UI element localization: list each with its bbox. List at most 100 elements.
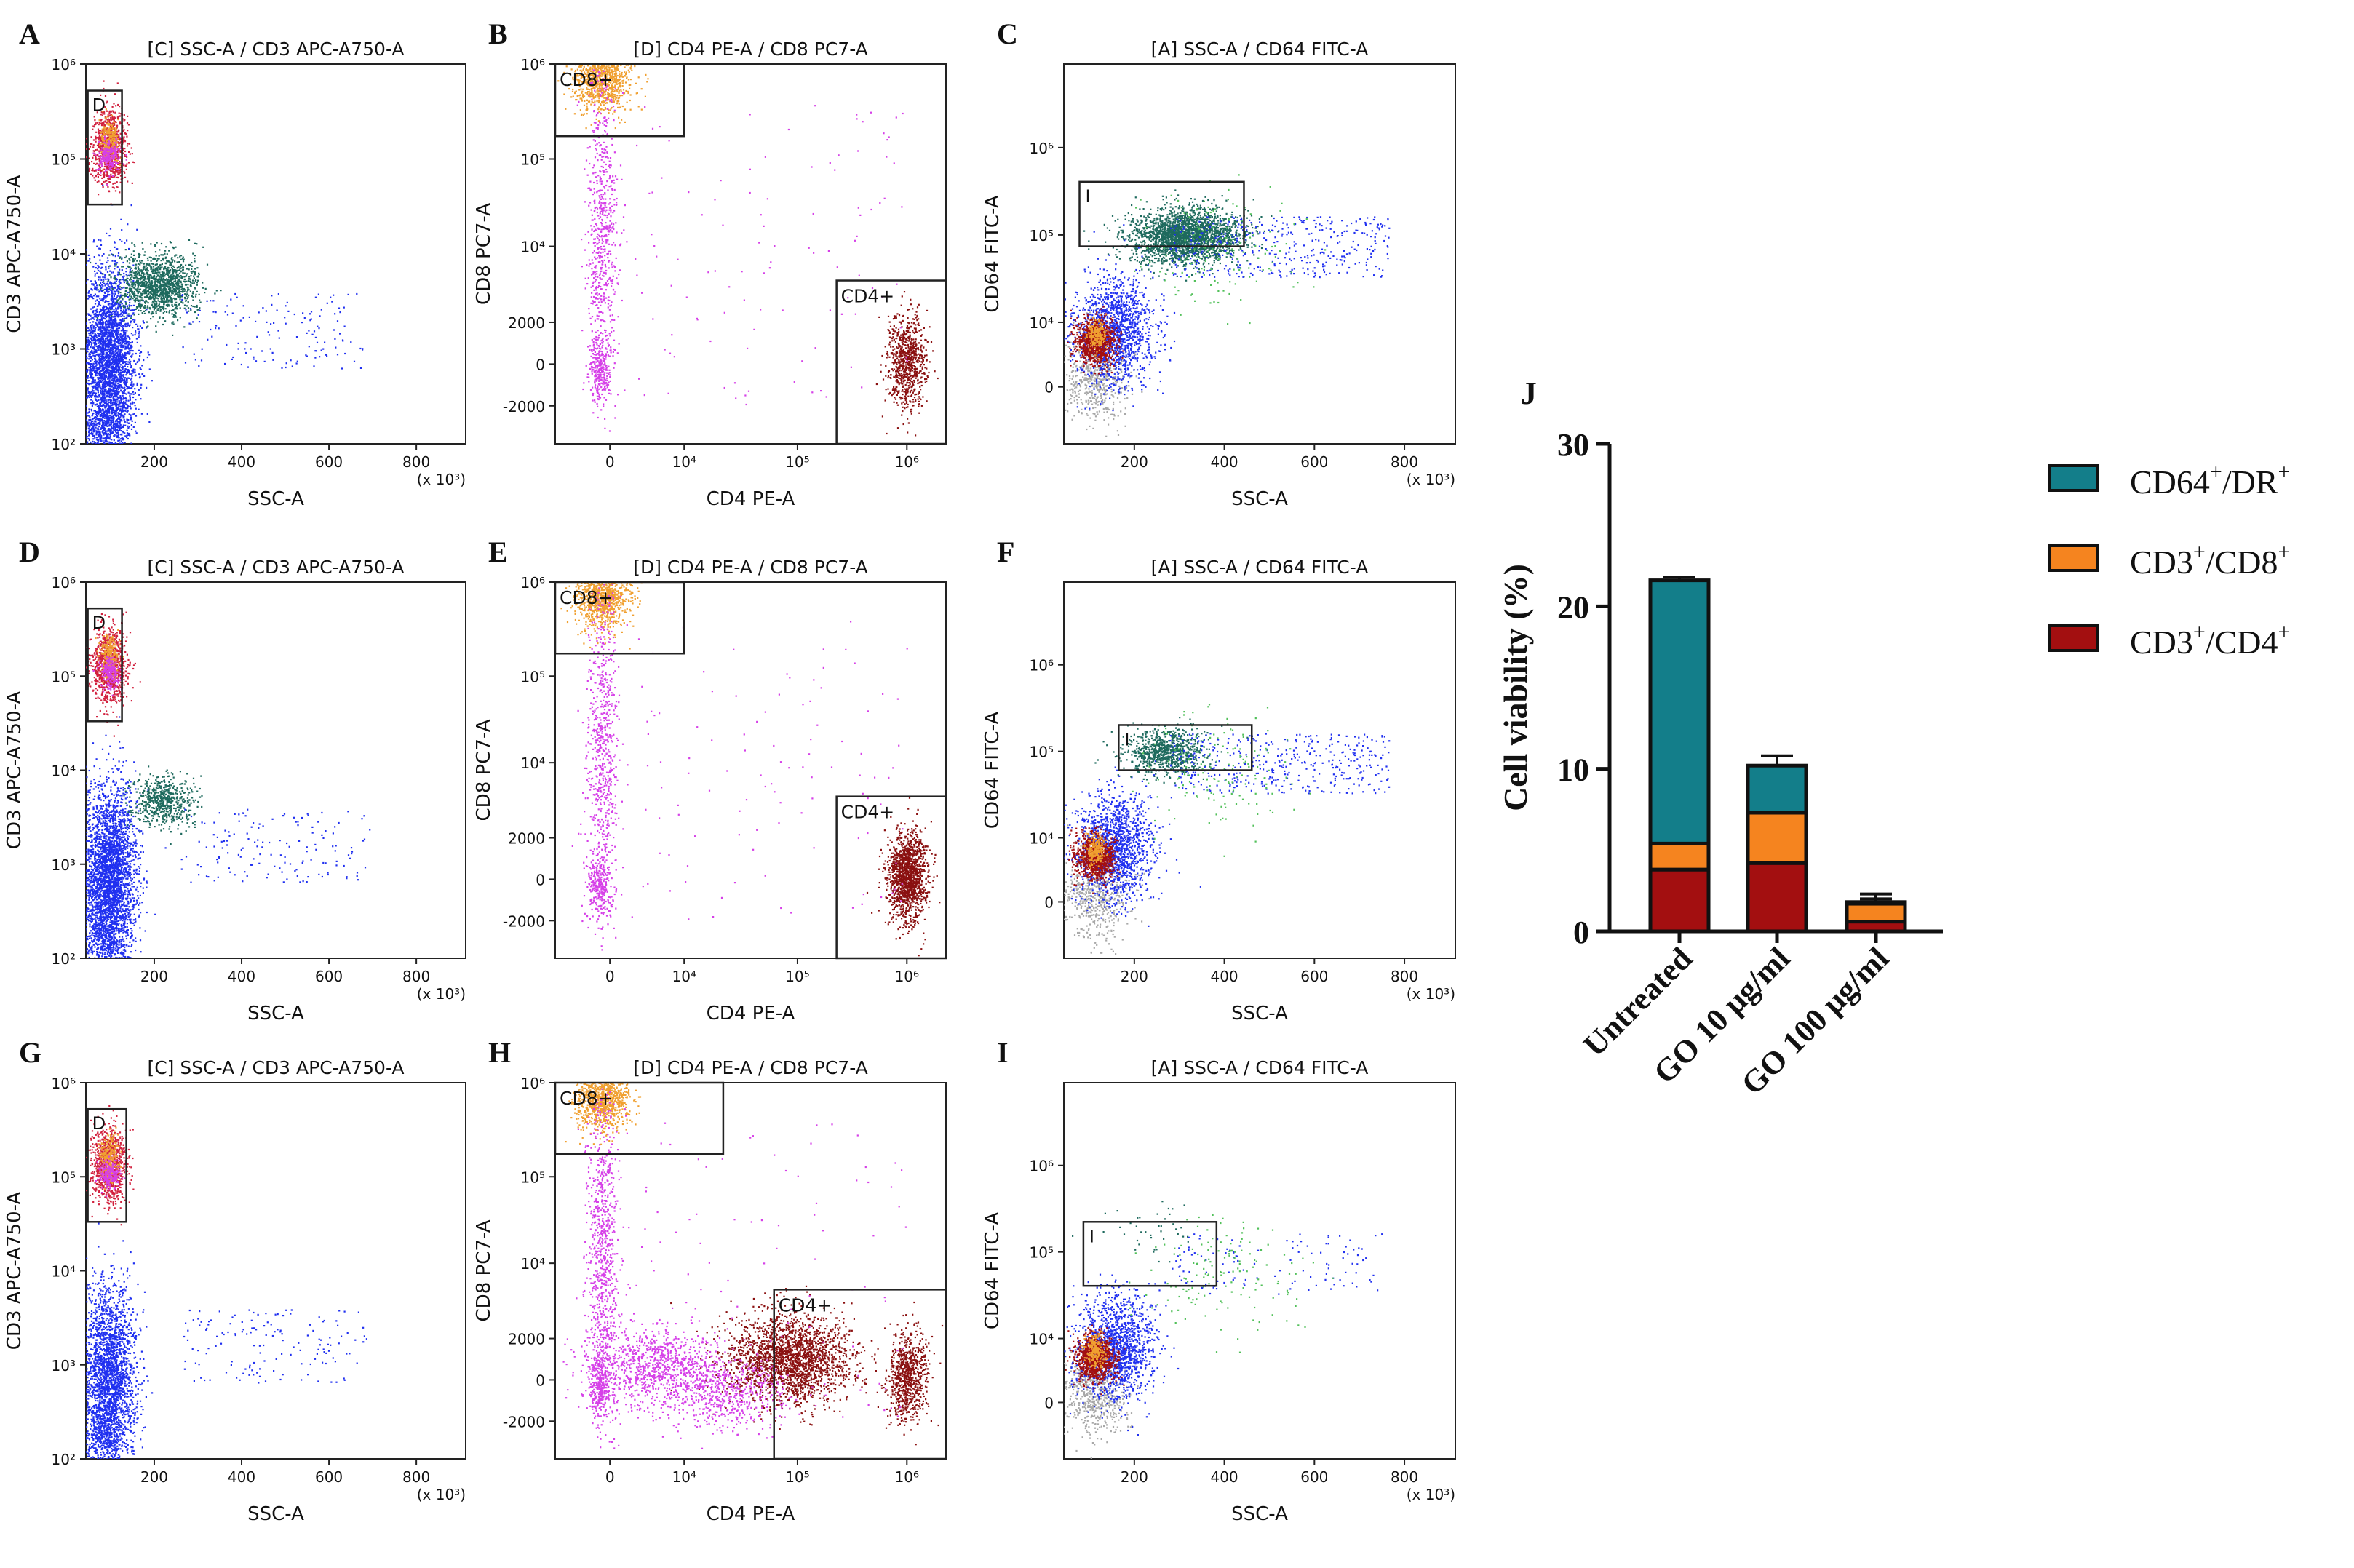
- event-dot: [96, 314, 98, 317]
- event-dot: [177, 295, 179, 298]
- event-dot: [113, 316, 115, 318]
- event-dot: [96, 400, 98, 402]
- event-dot: [136, 341, 138, 343]
- event-dot: [171, 268, 173, 270]
- event-dot: [135, 298, 137, 301]
- event-dot: [108, 437, 110, 439]
- event-dot: [102, 409, 105, 411]
- event-dot: [127, 283, 129, 285]
- event-dot: [98, 247, 100, 250]
- event-dot: [108, 408, 111, 410]
- event-dot: [87, 341, 89, 343]
- event-dot: [137, 295, 139, 298]
- event-dot: [90, 314, 92, 317]
- event-dot: [73, 401, 75, 402]
- event-dot: [130, 417, 132, 419]
- event-dot: [98, 335, 100, 337]
- event-dot: [168, 295, 170, 298]
- event-dot: [87, 347, 89, 349]
- event-dots: [73, 80, 364, 454]
- event-dot: [112, 348, 114, 350]
- event-dot: [117, 252, 120, 255]
- event-dot: [95, 399, 98, 401]
- event-dot: [115, 382, 117, 384]
- event-dot: [121, 257, 123, 259]
- event-dot: [173, 266, 175, 268]
- event-dot: [97, 269, 100, 272]
- event-dot: [78, 343, 79, 344]
- event-dot: [176, 267, 178, 269]
- event-dot: [116, 359, 118, 361]
- event-dot: [129, 362, 131, 364]
- event-dot: [120, 440, 122, 442]
- event-dot: [110, 370, 112, 373]
- event-dot: [115, 413, 117, 415]
- event-dot: [169, 300, 172, 302]
- event-dot: [166, 279, 169, 281]
- event-dot: [178, 287, 180, 290]
- event-dot: [94, 286, 96, 288]
- event-dot: [125, 348, 127, 350]
- event-dot: [89, 370, 91, 372]
- event-dot: [163, 284, 165, 287]
- event-dot: [111, 365, 113, 367]
- event-dot: [156, 269, 159, 271]
- event-dot: [101, 374, 104, 376]
- event-dot: [88, 383, 90, 386]
- event-dot: [103, 442, 106, 444]
- event-dot: [164, 293, 167, 295]
- event-dot: [119, 381, 121, 383]
- event-dot: [115, 365, 117, 367]
- event-dot: [92, 381, 95, 383]
- event-dot: [115, 421, 117, 423]
- event-dot: [105, 437, 107, 439]
- event-dot: [92, 400, 94, 402]
- event-dot: [108, 286, 111, 288]
- event-dot: [123, 387, 125, 389]
- event-dot: [111, 298, 114, 301]
- event-dot: [135, 432, 138, 434]
- event-dot: [132, 260, 135, 263]
- event-dot: [89, 391, 91, 394]
- event-dot: [154, 263, 156, 266]
- event-dot: [138, 394, 140, 396]
- event-dot: [167, 294, 170, 296]
- event-dot: [95, 430, 98, 432]
- event-dot: [114, 333, 117, 335]
- event-dot: [118, 453, 119, 454]
- event-dot: [99, 364, 101, 366]
- event-dot: [96, 299, 98, 301]
- event-dot: [113, 356, 115, 358]
- event-dot: [154, 251, 157, 253]
- event-dot: [110, 314, 112, 316]
- event-dot: [115, 310, 117, 312]
- event-dot: [91, 427, 93, 429]
- event-dot: [100, 433, 102, 436]
- event-dot: [98, 367, 100, 370]
- event-dot: [118, 330, 120, 332]
- event-dot: [132, 391, 135, 393]
- event-dot: [103, 351, 105, 354]
- event-dot: [188, 263, 191, 266]
- event-dot: [135, 306, 138, 308]
- event-dot: [131, 290, 134, 293]
- event-dot: [117, 408, 119, 410]
- event-dot: [164, 295, 167, 298]
- event-dot: [172, 323, 175, 325]
- event-dot: [99, 288, 102, 290]
- event-dot: [137, 263, 140, 265]
- event-dot: [111, 315, 113, 317]
- event-dot: [114, 452, 115, 453]
- event-dot: [162, 307, 164, 309]
- event-dot: [119, 355, 121, 357]
- event-dot: [103, 437, 106, 439]
- event-dot: [198, 272, 200, 274]
- event-dot: [104, 348, 106, 350]
- event-dot: [88, 408, 90, 410]
- event-dot: [113, 361, 115, 363]
- event-dot: [150, 284, 152, 286]
- event-dot: [180, 275, 182, 277]
- event-dot: [106, 339, 108, 341]
- event-dot: [111, 367, 114, 370]
- event-dot: [119, 442, 122, 444]
